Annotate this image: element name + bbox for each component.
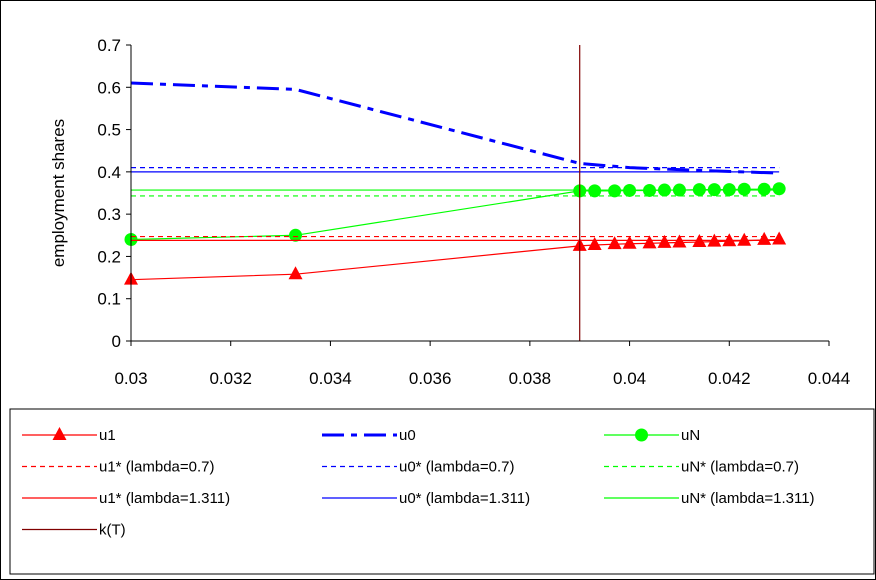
legend-marker bbox=[52, 427, 67, 440]
y-tick-label: 0.1 bbox=[97, 290, 121, 309]
legend-label: u1 bbox=[99, 427, 116, 444]
series-line bbox=[130, 81, 780, 175]
data-point bbox=[772, 182, 786, 196]
legend-label: uN* (lambda=1.311) bbox=[681, 490, 815, 507]
data-point bbox=[608, 184, 622, 198]
legend-label: u0 bbox=[399, 427, 416, 444]
legend-label: u0* (lambda=1.311) bbox=[399, 490, 530, 507]
data-point bbox=[737, 232, 752, 246]
y-tick-label: 0.4 bbox=[97, 163, 121, 182]
legend-label: u1* (lambda=1.311) bbox=[99, 490, 230, 507]
legend: u1 u0 uN u1* (lambda=0.7) u0* (lambda=0.7) uN… bbox=[22, 427, 815, 539]
data-point bbox=[587, 237, 602, 251]
data-point bbox=[772, 231, 787, 245]
y-tick-label: 0 bbox=[112, 332, 121, 351]
legend-marker bbox=[635, 428, 648, 442]
data-point bbox=[588, 184, 602, 198]
x-tick-label: 0.036 bbox=[409, 369, 452, 388]
data-point bbox=[622, 235, 637, 249]
legend-item-u0-lambda-0-7: u0* (lambda=0.7) bbox=[322, 459, 515, 476]
legend-item-u0-lambda-1-311: u0* (lambda=1.311) bbox=[322, 490, 530, 507]
data-point bbox=[672, 234, 687, 248]
data-point bbox=[288, 266, 303, 280]
legend-item-un: uN bbox=[604, 427, 700, 444]
legend-item-u1-lambda-0-7: u1* (lambda=0.7) bbox=[22, 459, 215, 476]
legend-item-u0: u0 bbox=[322, 427, 416, 444]
data-point bbox=[657, 234, 672, 248]
y-axis-title: employment shares bbox=[49, 119, 68, 267]
legend-item-un-lambda-1-311: uN* (lambda=1.311) bbox=[604, 490, 815, 507]
data-point bbox=[607, 236, 622, 250]
legend-item-k-t: k(T) bbox=[22, 522, 126, 539]
data-point bbox=[757, 182, 771, 196]
data-point bbox=[737, 182, 751, 196]
legend-label: uN bbox=[681, 427, 700, 444]
data-point bbox=[757, 231, 772, 245]
data-point bbox=[289, 228, 303, 242]
legend-item-u1-lambda-1-311: u1* (lambda=1.311) bbox=[22, 490, 230, 507]
y-tick-label: 0.5 bbox=[97, 121, 121, 140]
legend-label: u1* (lambda=0.7) bbox=[99, 459, 215, 476]
series-layer bbox=[124, 45, 787, 341]
x-tick-label: 0.03 bbox=[114, 369, 147, 388]
x-tick-label: 0.038 bbox=[509, 369, 552, 388]
data-point bbox=[642, 235, 657, 249]
x-tick-label: 0.04 bbox=[613, 369, 646, 388]
legend-box bbox=[9, 408, 875, 575]
legend-label: uN* (lambda=0.7) bbox=[681, 459, 799, 476]
y-tick-label: 0.7 bbox=[97, 36, 121, 55]
x-tick-label: 0.044 bbox=[808, 369, 851, 388]
legend-label: k(T) bbox=[99, 522, 126, 539]
x-tick-label: 0.042 bbox=[708, 369, 751, 388]
legend-label: u0* (lambda=0.7) bbox=[399, 459, 515, 476]
legend-item-u1: u1 bbox=[22, 427, 116, 444]
series-u0 bbox=[130, 81, 780, 175]
y-tick-label: 0.3 bbox=[97, 205, 121, 224]
legend-item-un-lambda-0-7: uN* (lambda=0.7) bbox=[604, 459, 799, 476]
x-tick-label: 0.032 bbox=[209, 369, 252, 388]
data-point bbox=[722, 233, 737, 247]
axes-layer: 0 0.1 0.2 0.3 0.4 0.5 0.6 0.7 0.03 0.032 0.034 0.03… bbox=[97, 36, 850, 388]
x-tick-label: 0.034 bbox=[309, 369, 352, 388]
y-tick-label: 0.2 bbox=[97, 247, 121, 266]
y-tick-label: 0.6 bbox=[97, 78, 121, 97]
